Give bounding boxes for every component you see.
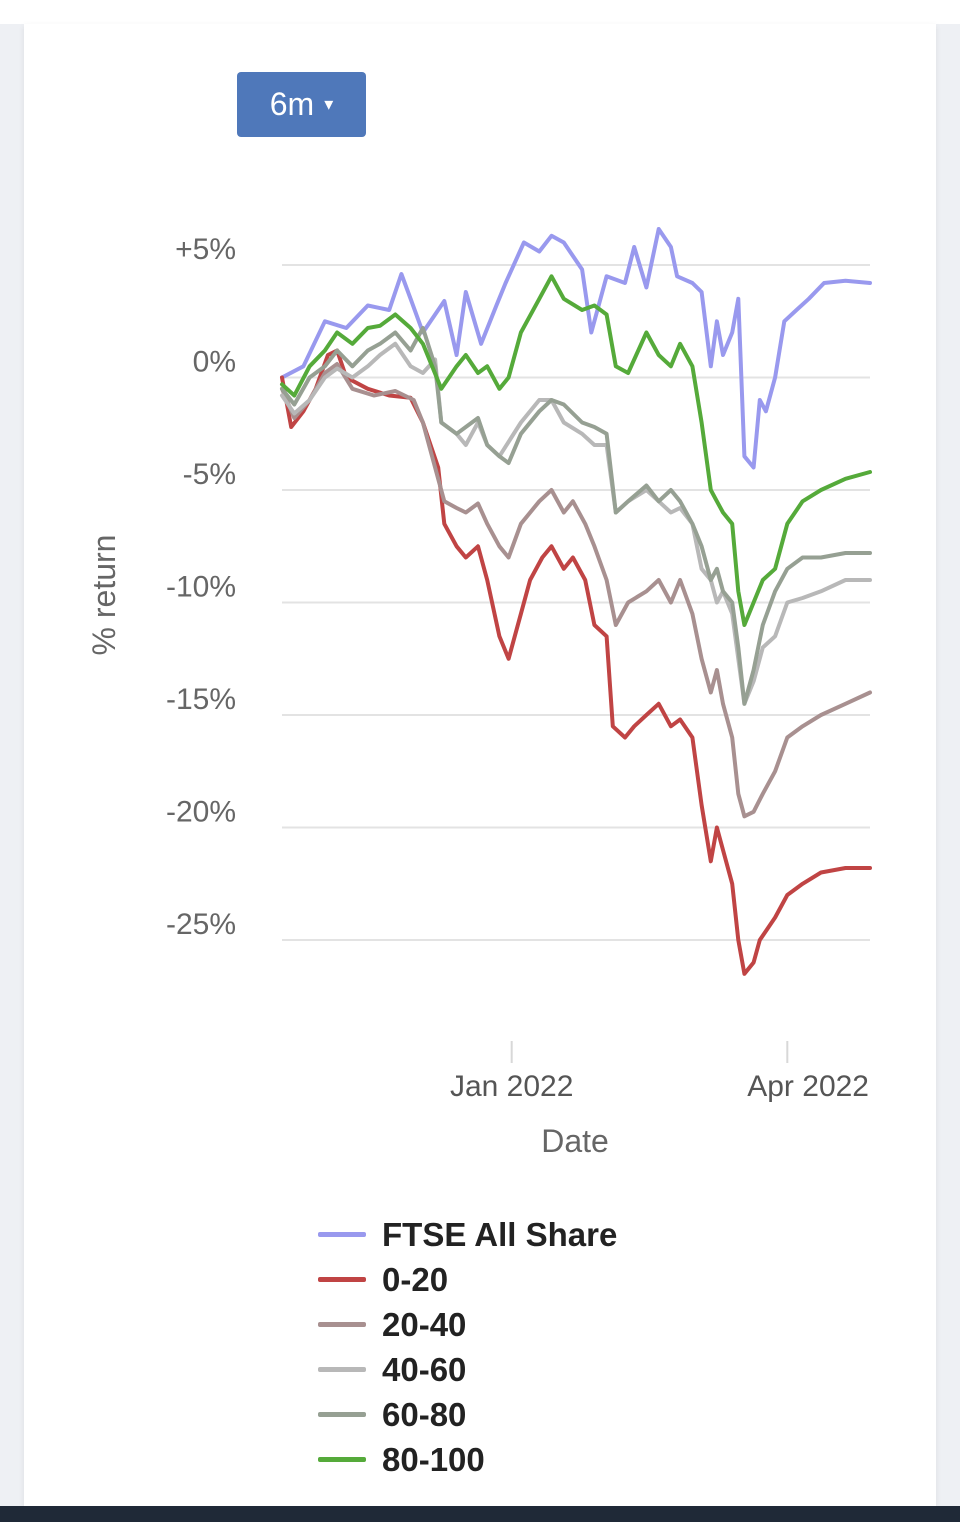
chart-legend: FTSE All Share 0-20 20-40 40-60 60-80 80-100	[318, 1212, 617, 1482]
top-strip	[0, 0, 960, 24]
legend-item[interactable]: 20-40	[318, 1302, 617, 1347]
legend-swatch	[318, 1412, 366, 1417]
series-line-ftse-all-share	[280, 227, 872, 470]
chart-card	[24, 24, 936, 1506]
x-axis-title: Date	[541, 1123, 609, 1159]
y-tick-label: -20%	[166, 796, 236, 829]
series-line-60-80	[280, 326, 872, 706]
legend-label: 80-100	[382, 1440, 485, 1478]
legend-item[interactable]: 0-20	[318, 1257, 617, 1302]
y-tick-label: -5%	[183, 458, 236, 491]
legend-label: 40-60	[382, 1350, 467, 1388]
x-tick-label: Jan 2022	[450, 1070, 573, 1103]
series-lines	[280, 227, 872, 976]
legend-swatch	[318, 1322, 366, 1327]
series-line-40-60	[280, 341, 872, 706]
legend-swatch	[318, 1277, 366, 1282]
y-tick-label: -15%	[166, 683, 236, 716]
legend-swatch	[318, 1367, 366, 1372]
x-tick-label: Apr 2022	[747, 1070, 869, 1103]
y-axis-title: % return	[86, 535, 122, 656]
legend-item[interactable]: FTSE All Share	[318, 1212, 617, 1257]
legend-label: FTSE All Share	[382, 1215, 618, 1253]
range-label: 6m	[269, 86, 315, 122]
y-tick-label: -25%	[166, 908, 236, 941]
legend-swatch	[318, 1457, 366, 1462]
series-line-80-100	[280, 274, 872, 627]
bottom-bar	[0, 1506, 960, 1522]
legend-item[interactable]: 40-60	[318, 1347, 617, 1392]
y-tick-label: -10%	[166, 571, 236, 604]
y-tick-label: 0%	[193, 346, 236, 379]
chevron-down-icon: ▾	[324, 94, 334, 114]
legend-swatch	[318, 1232, 366, 1237]
legend-item[interactable]: 80-100	[318, 1437, 617, 1482]
series-line-20-40	[280, 362, 872, 819]
legend-label: 0-20	[382, 1260, 449, 1298]
legend-label: 20-40	[382, 1305, 467, 1343]
range-dropdown-button[interactable]: 6m ▾	[237, 72, 366, 137]
series-line-0-20	[280, 348, 872, 976]
y-tick-label: +5%	[175, 233, 236, 266]
legend-item[interactable]: 60-80	[318, 1392, 617, 1437]
y-axis-ticks: +5% 0% -5% -10% -15% -20% -25%	[166, 233, 236, 941]
legend-label: 60-80	[382, 1395, 467, 1433]
x-axis-ticks: Jan 2022 Apr 2022	[450, 1041, 869, 1103]
